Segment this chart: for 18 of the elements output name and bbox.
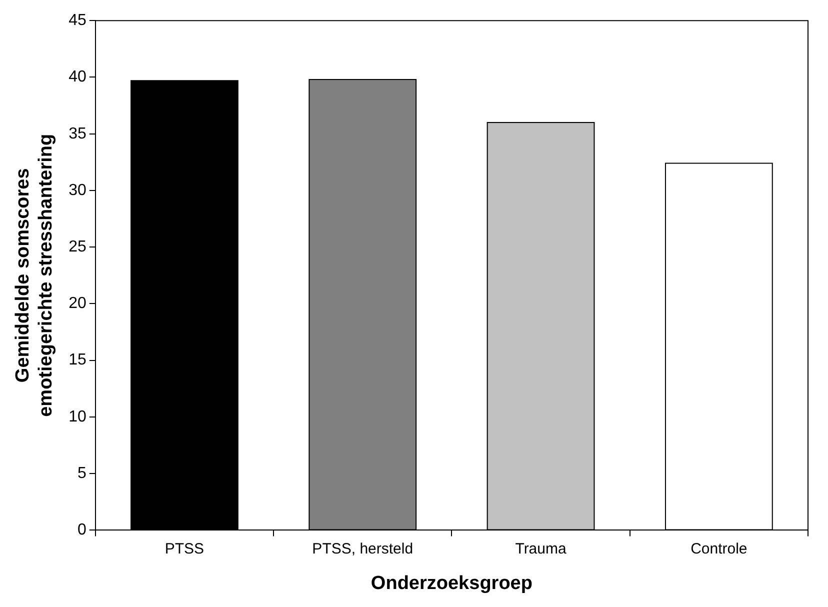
bar <box>486 122 595 530</box>
y-tick-label: 40 <box>68 68 86 86</box>
bar <box>308 78 417 530</box>
y-tick-label: 25 <box>68 238 86 256</box>
y-tick-label: 30 <box>68 182 86 199</box>
y-tick-label: 15 <box>68 352 86 369</box>
y-tick-label: 0 <box>77 522 86 539</box>
x-tick-label: PTSS, hersteld <box>312 540 414 558</box>
x-tick-label: PTSS <box>164 540 204 558</box>
x-tick-label: Controle <box>690 540 748 558</box>
x-tick-label: Trauma <box>515 540 567 558</box>
x-axis-title: Onderzoeksgroep <box>370 572 532 594</box>
y-tick-label: 5 <box>77 464 86 482</box>
y-tick-label: 45 <box>68 12 86 30</box>
y-tick-label: 10 <box>68 408 86 426</box>
y-tick-label: 35 <box>68 125 86 142</box>
y-axis-title: Gemiddelde somscores emotiegerichte stresshantering <box>12 134 56 417</box>
y-tick-label: 20 <box>68 295 86 312</box>
